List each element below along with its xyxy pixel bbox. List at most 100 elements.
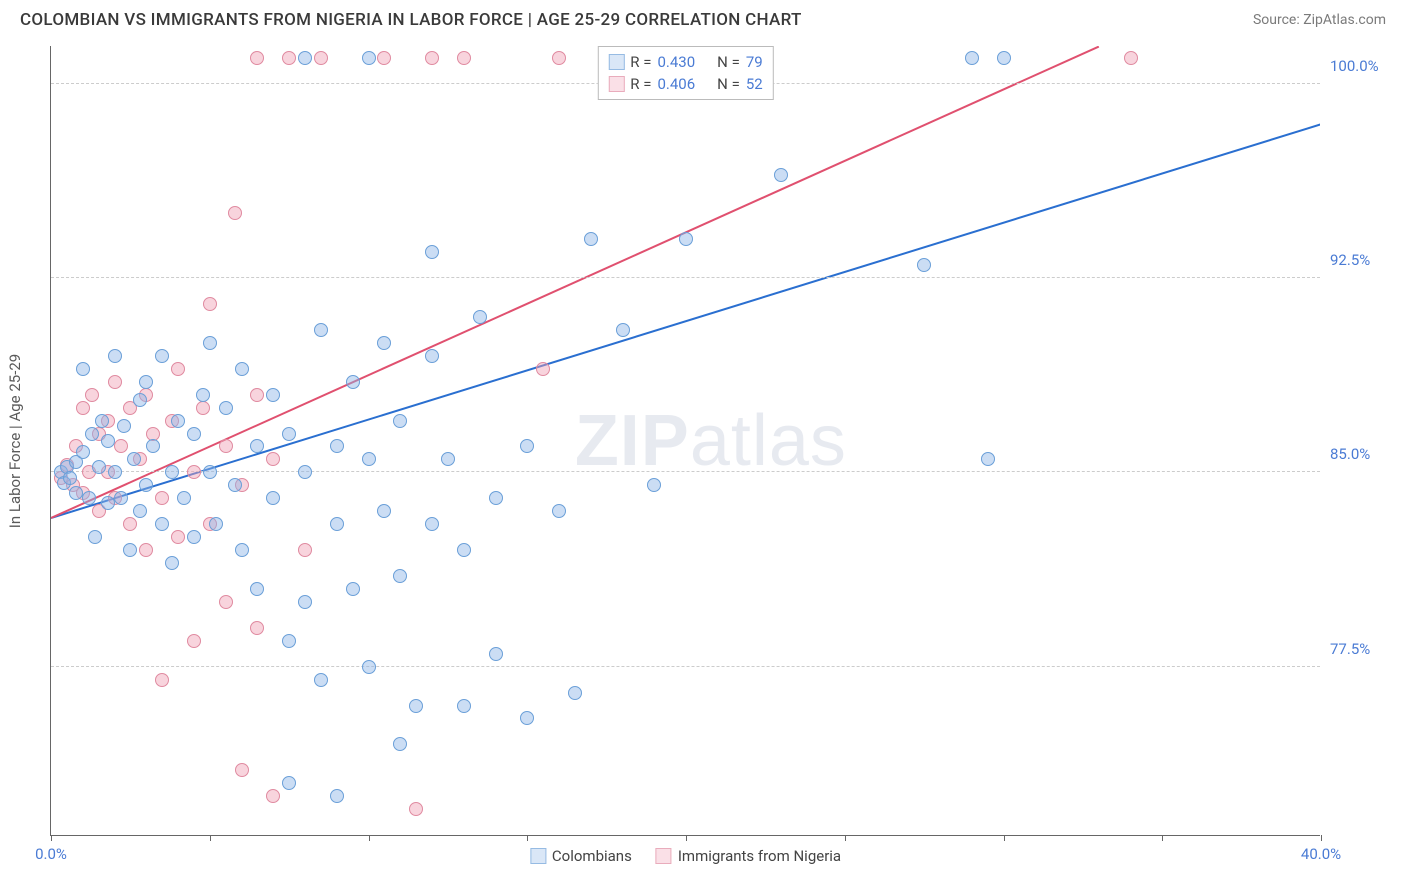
nigeria-point bbox=[425, 51, 439, 65]
series-legend: Colombians Immigrants from Nigeria bbox=[530, 847, 841, 865]
r-label: R = bbox=[630, 53, 651, 71]
swatch-nigeria bbox=[608, 76, 624, 92]
nigeria-point bbox=[266, 452, 280, 466]
colombians-point bbox=[155, 349, 169, 363]
colombians-point bbox=[165, 465, 179, 479]
colombians-point bbox=[457, 699, 471, 713]
colombians-point bbox=[146, 439, 160, 453]
colombians-point bbox=[520, 439, 534, 453]
colombians-point bbox=[209, 517, 223, 531]
nigeria-point bbox=[123, 517, 137, 531]
nigeria-point bbox=[250, 388, 264, 402]
nigeria-point bbox=[536, 362, 550, 376]
nigeria-point bbox=[235, 763, 249, 777]
colombians-point bbox=[203, 336, 217, 350]
nigeria-point bbox=[282, 51, 296, 65]
colombians-point bbox=[228, 478, 242, 492]
colombians-point bbox=[298, 595, 312, 609]
colombians-point bbox=[196, 388, 210, 402]
colombians-point bbox=[171, 414, 185, 428]
colombians-point bbox=[108, 465, 122, 479]
x-tick bbox=[1321, 835, 1322, 841]
nigeria-point bbox=[187, 634, 201, 648]
colombians-point bbox=[774, 168, 788, 182]
nigeria-point bbox=[1124, 51, 1138, 65]
colombians-point bbox=[616, 323, 630, 337]
colombians-point bbox=[82, 491, 96, 505]
gridline bbox=[51, 471, 1320, 472]
nigeria-point bbox=[155, 491, 169, 505]
n-label: N = bbox=[717, 53, 740, 71]
x-tick-label: 0.0% bbox=[35, 845, 67, 863]
nigeria-point bbox=[266, 789, 280, 803]
legend-label: Colombians bbox=[552, 847, 632, 865]
colombians-point bbox=[457, 543, 471, 557]
colombians-point bbox=[187, 530, 201, 544]
colombians-point bbox=[88, 530, 102, 544]
colombians-point bbox=[139, 478, 153, 492]
colombians-point bbox=[489, 491, 503, 505]
legend-item-colombians: Colombians bbox=[530, 847, 632, 865]
scatter-chart: In Labor Force | Age 25-29 ZIPatlas R = … bbox=[50, 46, 1320, 836]
colombians-point bbox=[76, 362, 90, 376]
x-tick bbox=[51, 835, 52, 841]
x-tick bbox=[369, 835, 370, 841]
colombians-point bbox=[489, 647, 503, 661]
colombians-point bbox=[981, 452, 995, 466]
nigeria-point bbox=[409, 802, 423, 816]
x-tick bbox=[210, 835, 211, 841]
colombians-point bbox=[997, 51, 1011, 65]
colombians-point bbox=[679, 232, 693, 246]
colombians-point bbox=[127, 452, 141, 466]
colombians-point bbox=[314, 323, 328, 337]
colombians-point bbox=[282, 427, 296, 441]
nigeria-point bbox=[219, 595, 233, 609]
chart-title: COLOMBIAN VS IMMIGRANTS FROM NIGERIA IN … bbox=[20, 10, 802, 30]
colombians-point bbox=[114, 491, 128, 505]
colombians-point bbox=[298, 51, 312, 65]
nigeria-point bbox=[187, 465, 201, 479]
nigeria-trendline bbox=[51, 46, 1099, 519]
colombians-point bbox=[139, 375, 153, 389]
colombians-point bbox=[393, 569, 407, 583]
colombians-point bbox=[362, 51, 376, 65]
colombians-point bbox=[393, 737, 407, 751]
nigeria-point bbox=[108, 375, 122, 389]
colombians-point bbox=[473, 310, 487, 324]
y-tick-label: 77.5% bbox=[1330, 640, 1390, 658]
watermark: ZIPatlas bbox=[575, 400, 847, 482]
colombians-point bbox=[95, 414, 109, 428]
colombians-point bbox=[101, 434, 115, 448]
colombians-point bbox=[177, 491, 191, 505]
colombians-point bbox=[425, 349, 439, 363]
colombians-point bbox=[362, 660, 376, 674]
colombians-point bbox=[133, 393, 147, 407]
nigeria-point bbox=[171, 362, 185, 376]
colombians-point bbox=[117, 419, 131, 433]
n-value: 79 bbox=[746, 53, 763, 71]
swatch-nigeria bbox=[656, 848, 672, 864]
legend-row-colombians: R = 0.430 N = 79 bbox=[608, 51, 762, 73]
colombians-trendline bbox=[51, 124, 1320, 520]
swatch-colombians bbox=[608, 54, 624, 70]
legend-row-nigeria: R = 0.406 N = 52 bbox=[608, 73, 762, 95]
colombians-point bbox=[346, 375, 360, 389]
nigeria-point bbox=[228, 206, 242, 220]
colombians-point bbox=[187, 427, 201, 441]
r-value: 0.406 bbox=[657, 75, 695, 93]
colombians-point bbox=[568, 686, 582, 700]
colombians-point bbox=[250, 582, 264, 596]
colombians-point bbox=[425, 245, 439, 259]
colombians-point bbox=[123, 543, 137, 557]
nigeria-point bbox=[250, 51, 264, 65]
colombians-point bbox=[250, 439, 264, 453]
nigeria-point bbox=[171, 530, 185, 544]
colombians-point bbox=[393, 414, 407, 428]
colombians-point bbox=[330, 789, 344, 803]
colombians-point bbox=[917, 258, 931, 272]
colombians-point bbox=[203, 465, 217, 479]
n-label: N = bbox=[717, 75, 740, 93]
y-tick-label: 92.5% bbox=[1330, 251, 1390, 269]
y-tick-label: 100.0% bbox=[1330, 57, 1390, 75]
colombians-point bbox=[441, 452, 455, 466]
